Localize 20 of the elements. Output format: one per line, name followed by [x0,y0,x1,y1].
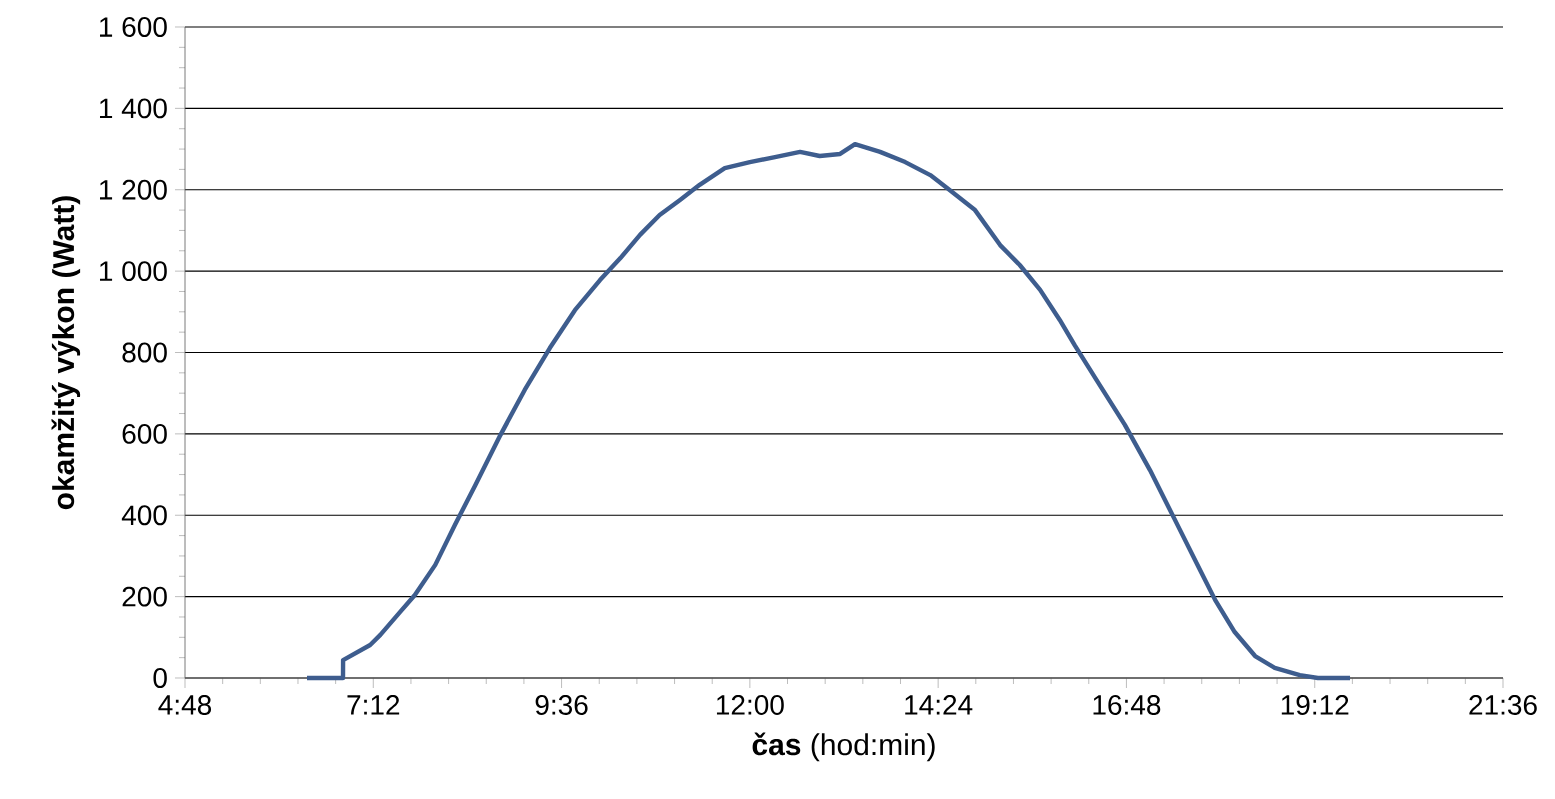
y-tick-label: 200 [122,586,167,607]
x-tick-label: 12:00 [716,695,784,715]
y-tick-label: 0 [153,668,167,688]
line-series [304,141,1353,681]
y-tick-label: 1 000 [100,261,167,282]
x-tick-label: 7:12 [347,695,400,715]
y-tick-label: 400 [121,505,167,526]
x-tick-label: 4:48 [158,695,212,715]
y-tick-label: 1 400 [100,98,167,119]
x-tick-label: 16:48 [1093,695,1161,715]
x-tick-label: 9:36 [535,695,588,715]
y-tick-label: 600 [122,423,167,444]
y-tick-label: 1 600 [100,17,167,37]
x-axis-title: čas (hod:min) [752,732,935,762]
x-tick-label: 14:24 [905,695,973,715]
y-axis-title: okamžitý výkon (Watt) [51,196,81,510]
y-tick-label: 1 200 [100,179,167,200]
x-tick-label: 19:12 [1281,695,1349,715]
x-tick-label: 21:36 [1469,695,1537,715]
y-tick-label: 800 [122,342,167,363]
